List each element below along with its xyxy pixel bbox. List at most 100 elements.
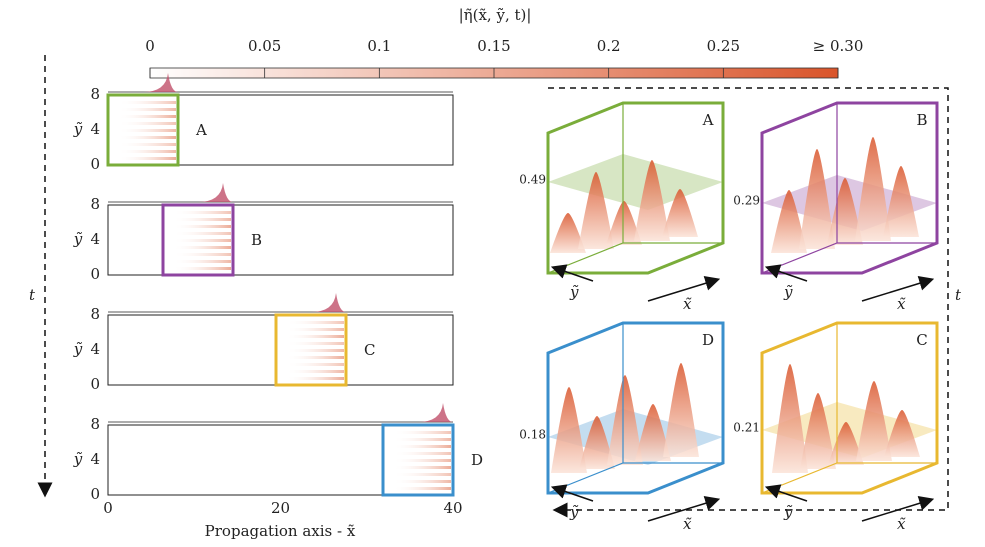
y-tick-label: 8	[90, 305, 100, 323]
surface-peak	[607, 375, 643, 465]
colorbar-tick-label: ≥ 0.30	[813, 37, 864, 55]
y-axis-label: ỹ	[73, 230, 83, 248]
wave-profile	[143, 73, 178, 92]
wave-stripe	[118, 129, 176, 132]
y-axis-label: ỹ	[783, 283, 793, 301]
colorbar-tick-label: 0.1	[367, 37, 391, 55]
y-tick-label: 4	[90, 230, 100, 248]
surface-peak	[550, 213, 586, 253]
wave-stripe	[118, 143, 176, 146]
level-label: 0.21	[733, 421, 760, 435]
x-axis-label: x̃	[683, 515, 692, 533]
surface-peak	[883, 166, 919, 237]
panel-label: A	[702, 111, 714, 129]
wave-stripe	[393, 459, 451, 462]
wave-stripe	[118, 157, 176, 160]
x-axis-label: Propagation axis - x̃	[205, 522, 356, 540]
surface-peak	[662, 189, 698, 237]
wave-stripe	[118, 115, 176, 118]
window-box	[274, 313, 348, 387]
y-tick-label: 0	[90, 155, 100, 173]
colorbar-tick-label: 0.05	[248, 37, 281, 55]
y-axis-label: ỹ	[783, 503, 793, 521]
x-tick-label: 20	[271, 499, 290, 517]
axis-arrow	[861, 496, 935, 522]
wave-stripe	[393, 466, 451, 469]
y-tick-label: 4	[90, 340, 100, 358]
colorbar-tick-label: 0.15	[477, 37, 510, 55]
wave-stripe	[173, 218, 231, 221]
y-tick-label: 0	[90, 375, 100, 393]
window-label: D	[471, 451, 483, 469]
wave-stripe	[286, 321, 344, 324]
window-label: C	[364, 341, 375, 359]
wave-profile	[418, 403, 453, 422]
wave-stripe	[173, 239, 231, 242]
y-tick-label: 8	[90, 415, 100, 433]
wave-stripe	[118, 150, 176, 153]
axis-arrow	[764, 484, 808, 502]
wave-stripe	[173, 260, 231, 263]
wave-stripe	[173, 267, 231, 270]
axis-arrow	[647, 496, 721, 522]
axis-arrow	[647, 276, 721, 302]
colorbar-tick-label: 0	[145, 37, 155, 55]
y-axis-label: ỹ	[569, 503, 579, 521]
time-arrow	[548, 87, 949, 518]
wave-stripe	[393, 445, 451, 448]
wave-stripe	[173, 246, 231, 249]
colorbar-title: |η̃(x̃, ỹ, t)|	[459, 6, 532, 24]
surface-peak	[884, 410, 920, 457]
colorbar-tick-label: 0.25	[707, 37, 740, 55]
wave-stripe	[286, 335, 344, 338]
y-tick-label: 8	[90, 195, 100, 213]
level-label: 0.18	[519, 428, 546, 442]
wave-stripe	[286, 370, 344, 373]
x-tick-label: 40	[443, 499, 462, 517]
time-label: t	[955, 286, 962, 304]
wave-stripe	[118, 122, 176, 125]
strip	[107, 204, 454, 276]
strip	[107, 314, 454, 386]
surface-peak	[855, 137, 891, 241]
level-label: 0.29	[733, 194, 760, 208]
surface-peak	[551, 387, 587, 473]
level-label: 0.49	[519, 173, 546, 187]
y-axis-label: ỹ	[569, 283, 579, 301]
wave-stripe	[286, 377, 344, 380]
wave-stripe	[393, 480, 451, 483]
y-tick-label: 8	[90, 85, 100, 103]
wave-profile	[198, 183, 233, 202]
panel-label: B	[916, 111, 927, 129]
time-label: t	[29, 286, 36, 304]
surface-peak	[827, 178, 863, 245]
window-box	[161, 203, 235, 277]
colorbar-tick-label: 0.2	[597, 37, 621, 55]
panel-label: C	[916, 331, 927, 349]
window-label: B	[251, 231, 262, 249]
wave-stripe	[173, 211, 231, 214]
x-axis-label: x̃	[897, 515, 906, 533]
wave-stripe	[286, 349, 344, 352]
wave-profile	[311, 293, 346, 312]
surface-peak	[772, 364, 808, 473]
y-axis-label: ỹ	[73, 340, 83, 358]
wave-stripe	[173, 253, 231, 256]
panel-label: D	[702, 331, 714, 349]
x-axis-label: x̃	[897, 295, 906, 313]
window-box	[106, 93, 180, 167]
wave-stripe	[393, 438, 451, 441]
wave-stripe	[393, 431, 451, 434]
surface-peak	[799, 149, 835, 249]
surface-peak	[663, 363, 699, 457]
wave-stripe	[286, 363, 344, 366]
wave-stripe	[393, 473, 451, 476]
x-tick-label: 0	[103, 499, 113, 517]
wave-stripe	[118, 101, 176, 104]
axis-arrow	[861, 276, 935, 302]
y-tick-label: 4	[90, 450, 100, 468]
wave-stripe	[393, 487, 451, 490]
axis-arrow	[550, 484, 594, 502]
wave-stripe	[286, 342, 344, 345]
wave-stripe	[173, 232, 231, 235]
